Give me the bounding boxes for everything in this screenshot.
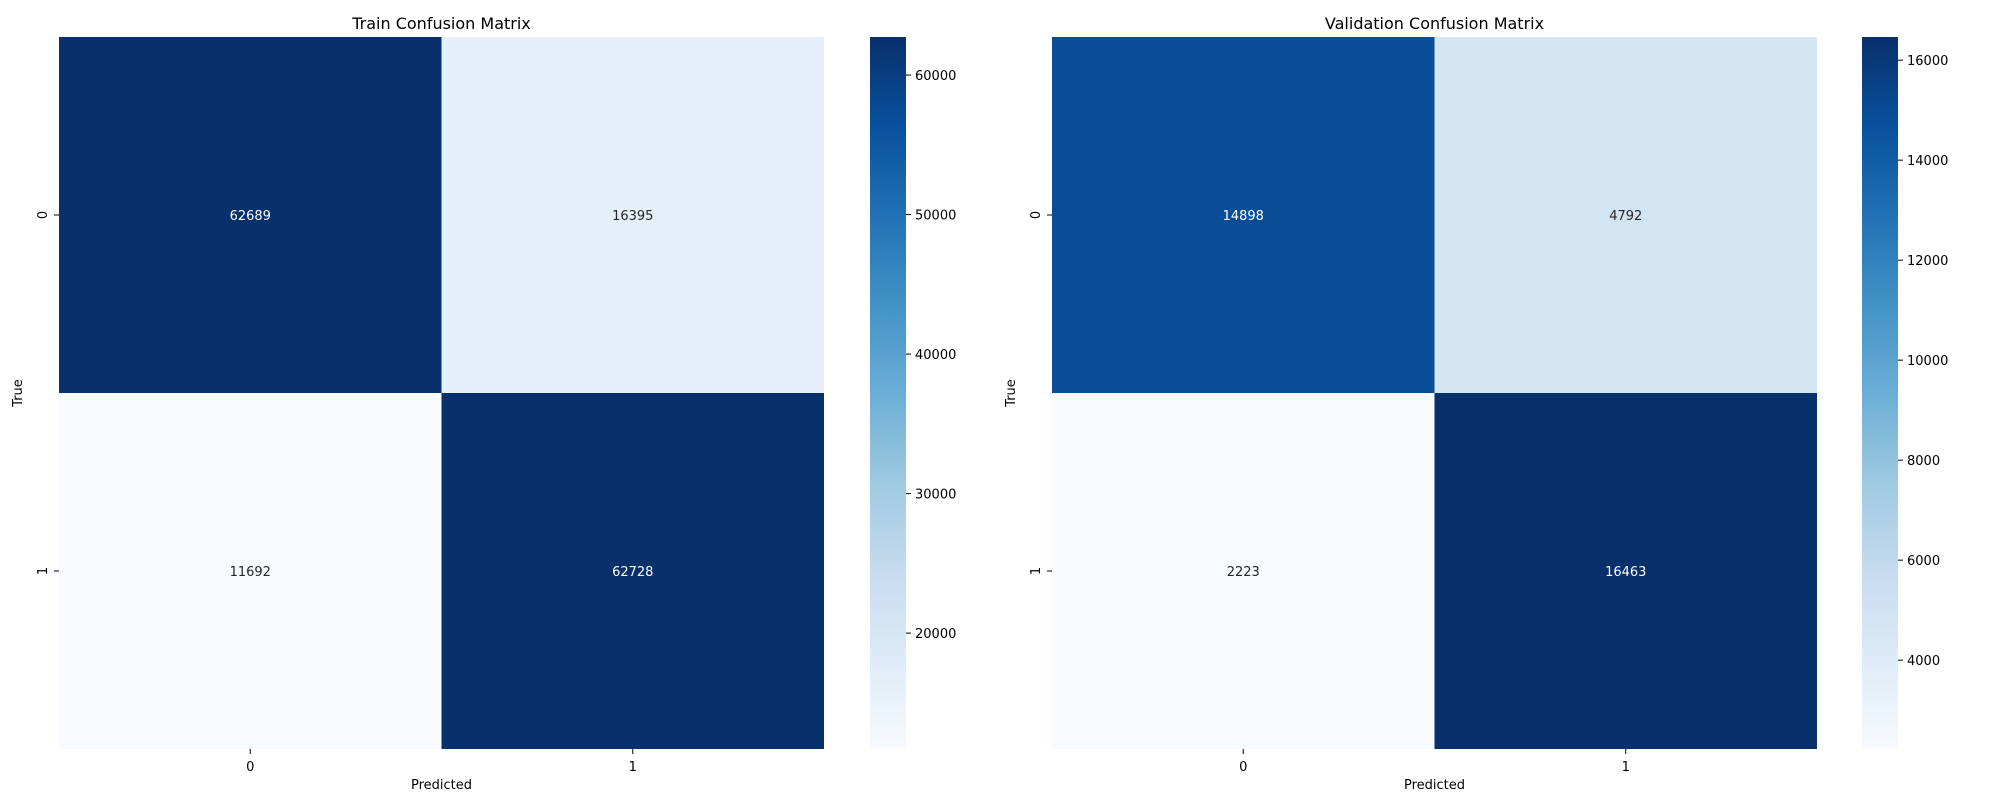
heatmap-cell <box>59 37 442 393</box>
heatmap-cell <box>59 393 442 749</box>
heatmap-panel-1: Validation Confusion Matrix 14898 4792 2223… <box>1004 14 1948 793</box>
colorbar-tick-label: 20000 <box>915 627 956 642</box>
cell-value-label: 16463 <box>1605 565 1646 580</box>
cell-value-label: 14898 <box>1223 209 1264 224</box>
heatmap-cell <box>1052 37 1435 393</box>
cell-value-label: 16395 <box>612 209 653 224</box>
y-tick-label: 1 <box>36 567 51 575</box>
colorbar-tick-label: 6000 <box>1907 554 1940 569</box>
colorbar-tick-label: 4000 <box>1907 654 1940 669</box>
colorbar-tick-label: 40000 <box>915 348 956 363</box>
heatmap-panel-0: Train Confusion Matrix 62689 16395 11692 627… <box>11 14 956 793</box>
y-tick-label: 1 <box>1029 567 1044 575</box>
colorbar-tick-label: 50000 <box>915 209 956 224</box>
chart-title: Validation Confusion Matrix <box>1325 14 1544 33</box>
x-axis-label: Predicted <box>1404 778 1465 793</box>
cell-value-label: 62728 <box>612 565 653 580</box>
x-tick-label: 0 <box>1239 760 1247 775</box>
cell-value-label: 62689 <box>230 209 271 224</box>
x-axis-label: Predicted <box>411 778 472 793</box>
colorbar <box>870 37 906 749</box>
y-axis-label: True <box>11 379 26 408</box>
colorbar-tick-label: 8000 <box>1907 454 1940 469</box>
cell-value-label: 11692 <box>230 565 271 580</box>
heatmap-cell <box>441 393 824 749</box>
heatmap-cell <box>1052 393 1435 749</box>
y-tick-label: 0 <box>36 211 51 219</box>
colorbar-tick-label: 60000 <box>915 69 956 84</box>
colorbar-tick-label: 12000 <box>1907 254 1948 269</box>
colorbar <box>1862 37 1898 749</box>
colorbar-tick-label: 14000 <box>1907 154 1948 169</box>
cell-value-label: 4792 <box>1609 209 1642 224</box>
heatmap-cell <box>1434 37 1817 393</box>
x-tick-label: 1 <box>1622 760 1630 775</box>
y-tick-label: 0 <box>1029 211 1044 219</box>
cell-value-label: 2223 <box>1227 565 1260 580</box>
colorbar-tick-label: 10000 <box>1907 354 1948 369</box>
x-tick-label: 0 <box>246 760 254 775</box>
colorbar-tick-label: 16000 <box>1907 54 1948 69</box>
chart-title: Train Confusion Matrix <box>351 14 531 33</box>
heatmap-cell <box>1434 393 1817 749</box>
colorbar-tick-label: 30000 <box>915 488 956 503</box>
y-axis-label: True <box>1004 379 1019 408</box>
x-tick-label: 1 <box>629 760 637 775</box>
heatmap-cell <box>441 37 824 393</box>
